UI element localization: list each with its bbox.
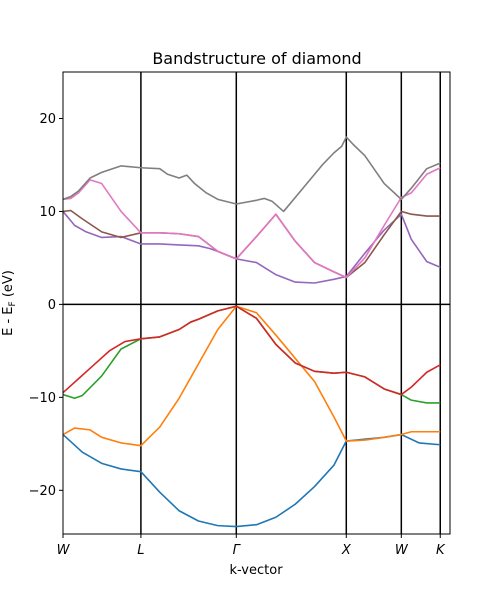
- x-tick-label-5: W: [395, 543, 409, 558]
- band-line-1: [62, 433, 441, 528]
- band-line-7: [62, 167, 441, 279]
- plot-frame: [62, 71, 451, 535]
- x-axis-label: k-vector: [229, 563, 283, 578]
- x-tick-label-6: K: [436, 543, 446, 558]
- series-layer: [62, 136, 441, 528]
- y-axis-label: E - EF (eV): [1, 270, 18, 336]
- x-tick-label-4: X: [341, 543, 352, 558]
- ticks-layer: W L Γ X W K −20 −10 0 10 20: [29, 112, 446, 558]
- grid-layer: [63, 72, 450, 534]
- band-line-6: [62, 209, 441, 279]
- y-tick-label-3: 0: [48, 298, 56, 313]
- y-axis-label-subscript: F: [8, 301, 18, 306]
- y-tick-label-2: −10: [29, 391, 56, 406]
- band-line-4: [62, 305, 441, 396]
- band-line-2: [62, 305, 441, 447]
- x-tick-label-3: Γ: [233, 543, 242, 558]
- band-line-8: [62, 136, 441, 213]
- y-axis-label-suffix: (eV): [1, 270, 16, 301]
- y-tick-label-1: −20: [29, 484, 56, 499]
- y-tick-label-4: 10: [39, 205, 56, 220]
- x-tick-label-1: W: [57, 543, 71, 558]
- chart-title: Bandstructure of diamond: [152, 49, 361, 68]
- band-line-5: [62, 210, 441, 284]
- y-tick-label-5: 20: [39, 112, 56, 127]
- x-tick-label-2: L: [137, 543, 144, 558]
- y-axis-label-prefix: E - E: [1, 306, 16, 335]
